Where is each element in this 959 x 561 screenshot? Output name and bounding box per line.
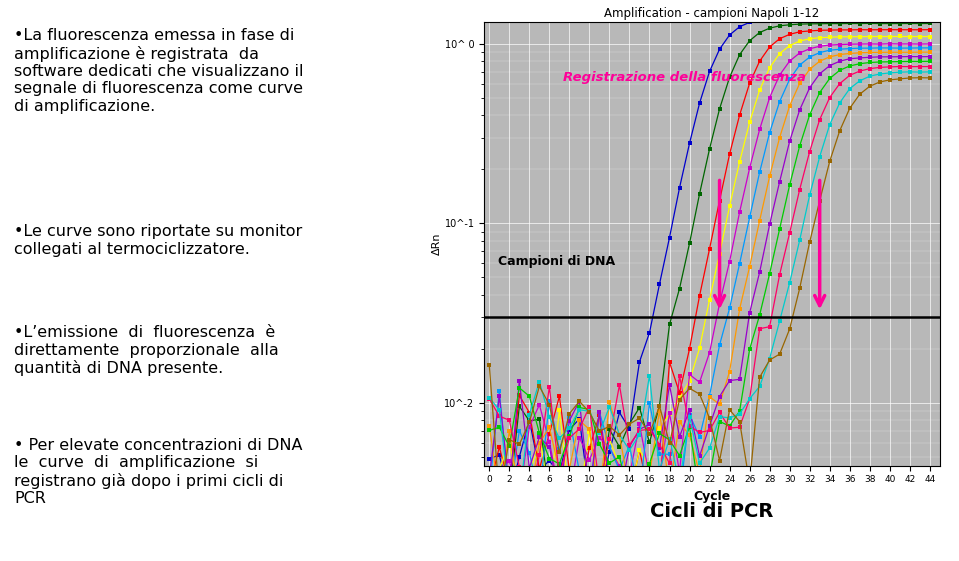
X-axis label: Cycle: Cycle bbox=[693, 490, 731, 503]
Title: Amplification - campioni Napoli 1-12: Amplification - campioni Napoli 1-12 bbox=[604, 7, 820, 20]
Text: Cicli di PCR: Cicli di PCR bbox=[650, 502, 774, 521]
Text: • Per elevate concentrazioni di DNA
le  curve  di  amplificazione  si
registrano: • Per elevate concentrazioni di DNA le c… bbox=[14, 438, 303, 506]
Text: Registrazione della fluorescenza: Registrazione della fluorescenza bbox=[563, 71, 807, 84]
Text: Campioni di DNA: Campioni di DNA bbox=[498, 255, 615, 268]
Text: •L’emissione  di  fluorescenza  è
direttamente  proporzionale  alla
quantità di : •L’emissione di fluorescenza è direttame… bbox=[14, 325, 279, 376]
Text: •La fluorescenza emessa in fase di
amplificazione è registrata  da
software dedi: •La fluorescenza emessa in fase di ampli… bbox=[14, 28, 304, 114]
Y-axis label: ΔRn: ΔRn bbox=[432, 233, 442, 255]
Text: •Le curve sono riportate su monitor
collegati al termociclizzatore.: •Le curve sono riportate su monitor coll… bbox=[14, 224, 302, 257]
